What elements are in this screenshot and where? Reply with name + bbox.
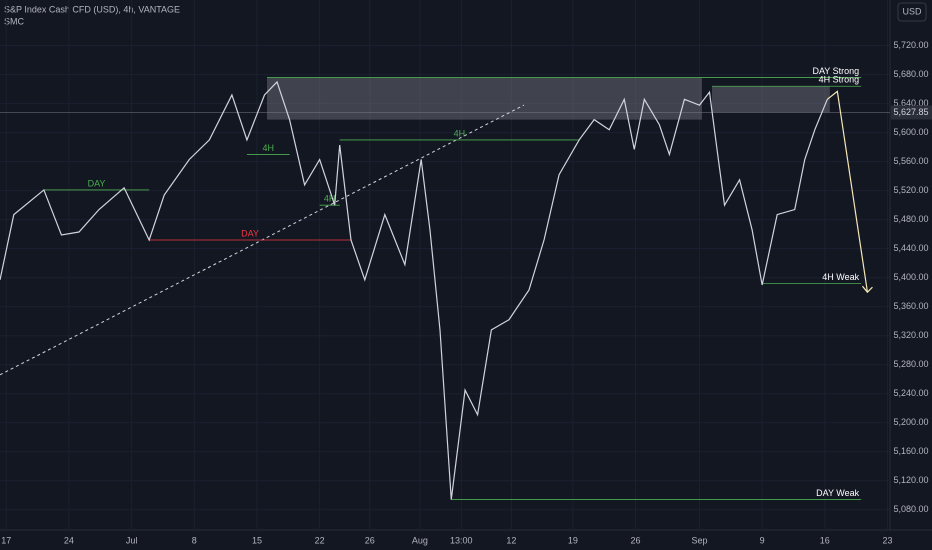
x-tick-label: 23 [882,535,892,545]
y-tick-label: 5,400.00 [893,272,928,282]
last-price-tag [891,105,932,120]
currency-button[interactable] [897,2,927,22]
zone [712,86,830,113]
y-tick-label: 5,560.00 [893,156,928,166]
x-tick-label: 22 [315,535,325,545]
y-tick-label: 5,080.00 [893,504,928,514]
level-label: 4H Weak [822,272,859,282]
projection-arrowhead [861,285,873,294]
y-tick-label: 5,200.00 [893,417,928,427]
level-label: 4H [324,194,336,204]
level-label: 4H [262,143,274,153]
x-tick-label: Jul [126,535,138,545]
y-tick-label: 5,640.00 [893,98,928,108]
y-tick-label: 5,280.00 [893,359,928,369]
indicator: SMC [4,16,25,26]
x-tick-label: 26 [365,535,375,545]
y-tick-label: 5,480.00 [893,214,928,224]
projection [826,90,869,293]
x-tick-label: Sep [691,535,707,545]
y-tick-label: 5,120.00 [893,475,928,485]
x-tick-label: Aug [412,535,428,545]
y-tick-label: 5,720.00 [893,40,928,50]
level-label: DAY Weak [816,488,860,498]
x-tick-label: 15 [252,535,262,545]
x-tick-label: 26 [631,535,641,545]
y-tick-label: 5,440.00 [893,243,928,253]
x-tick-label: 17 [1,535,11,545]
zone [267,77,702,120]
level-label: 4H [454,128,466,138]
symbol: S&P Index Cash CFD (USD), 4h, VANTAGE [4,4,180,14]
y-tick-label: 5,240.00 [893,388,928,398]
y-tick-label: 5,680.00 [893,69,928,79]
x-tick-label: 13:00 [450,535,473,545]
level-label: DAY [241,228,259,238]
y-tick-label: 5,360.00 [893,301,928,311]
level-label: 4H Strong [819,75,860,85]
level-label: DAY [88,178,106,188]
price-line [0,80,828,500]
y-tick-label: 5,160.00 [893,446,928,456]
y-tick-label: 5,520.00 [893,185,928,195]
x-tick-label: 8 [192,535,197,545]
y-tick-label: 5,600.00 [893,127,928,137]
x-tick-label: 16 [820,535,830,545]
y-tick-label: 5,320.00 [893,330,928,340]
x-tick-label: 12 [506,535,516,545]
currency[interactable]: USD [902,6,922,16]
x-tick-label: 24 [64,535,74,545]
x-tick-label: 19 [568,535,578,545]
x-tick-label: 9 [760,535,765,545]
last-price-label: 5,627.85 [893,107,928,117]
level-label: DAY Strong [812,66,859,76]
